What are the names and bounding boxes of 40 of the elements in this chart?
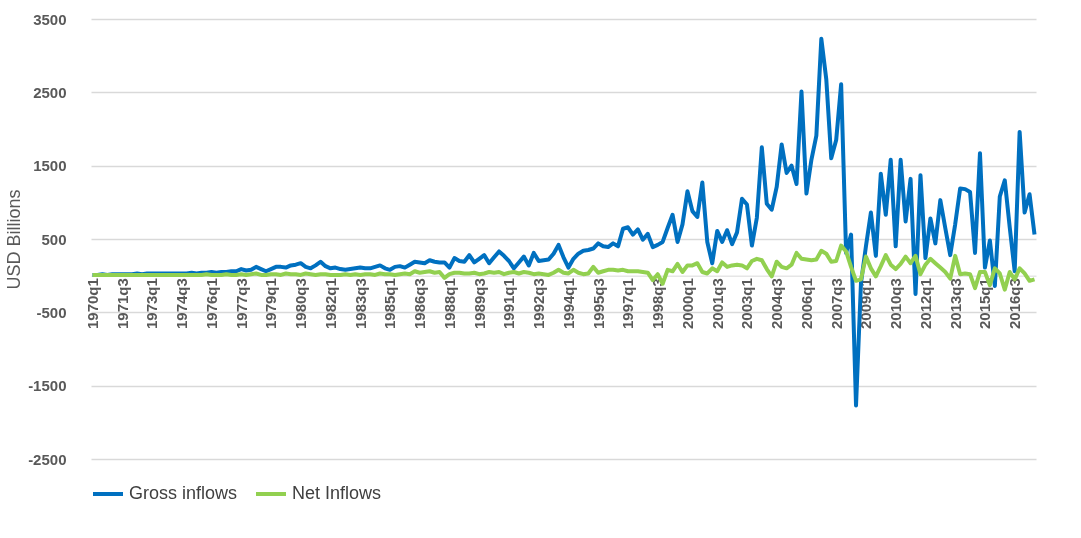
x-tick-label: 1974q3 xyxy=(173,278,191,330)
x-tick-label: 1976q1 xyxy=(202,278,220,330)
x-tick-label: 1977q3 xyxy=(232,278,250,330)
x-tick-label: 2016q3 xyxy=(1006,278,1024,330)
x-tick-label: 1989q3 xyxy=(470,278,488,330)
y-tick-label: -500 xyxy=(36,303,67,321)
x-tick-label: 1982q1 xyxy=(321,278,339,330)
x-tick-label: 1980q3 xyxy=(292,278,310,330)
x-tick-label: 1995q3 xyxy=(589,278,607,330)
x-tick-label: 1986q3 xyxy=(411,278,429,330)
x-tick-label: 1979q1 xyxy=(262,278,280,330)
y-tick-label: 3500 xyxy=(33,10,67,28)
y-tick-label: 1500 xyxy=(33,157,67,175)
x-tick-label: 2004q3 xyxy=(768,278,786,330)
x-tick-label: 2010q3 xyxy=(887,278,905,330)
y-tick-label: -1500 xyxy=(28,377,67,395)
y-tick-label: 500 xyxy=(41,230,67,248)
y-tick-label: 2500 xyxy=(33,83,67,101)
x-tick-label: 1985q1 xyxy=(381,278,399,330)
x-tick-label: 2013q3 xyxy=(946,278,964,330)
x-tick-label: 2007q3 xyxy=(827,278,845,330)
x-tick-label: 2006q1 xyxy=(797,278,815,330)
x-tick-label: 1983q3 xyxy=(351,278,369,330)
legend-label: Gross inflows xyxy=(129,483,238,503)
x-tick-label: 2009q1 xyxy=(857,278,875,330)
x-tick-label: 2003q1 xyxy=(738,278,756,330)
y-tick-label: -2500 xyxy=(28,450,67,468)
x-tick-label: 1988q1 xyxy=(440,278,458,330)
x-tick-label: 1991q1 xyxy=(500,278,518,330)
legend-label: Net Inflows xyxy=(292,483,382,503)
x-tick-label: 1971q3 xyxy=(113,278,131,330)
x-tick-label: 1970q1 xyxy=(83,278,101,330)
x-tick-label: 1994q1 xyxy=(559,278,577,330)
y-axis-title: USD Billions xyxy=(4,189,25,290)
x-tick-label: 1997q1 xyxy=(619,278,637,330)
x-tick-label: 1973q1 xyxy=(143,278,161,330)
x-tick-label: 1992q3 xyxy=(530,278,548,330)
x-tick-label: 2001q3 xyxy=(708,278,726,330)
x-tick-label: 2012q1 xyxy=(916,278,934,330)
x-tick-label: 2000q1 xyxy=(678,278,696,330)
